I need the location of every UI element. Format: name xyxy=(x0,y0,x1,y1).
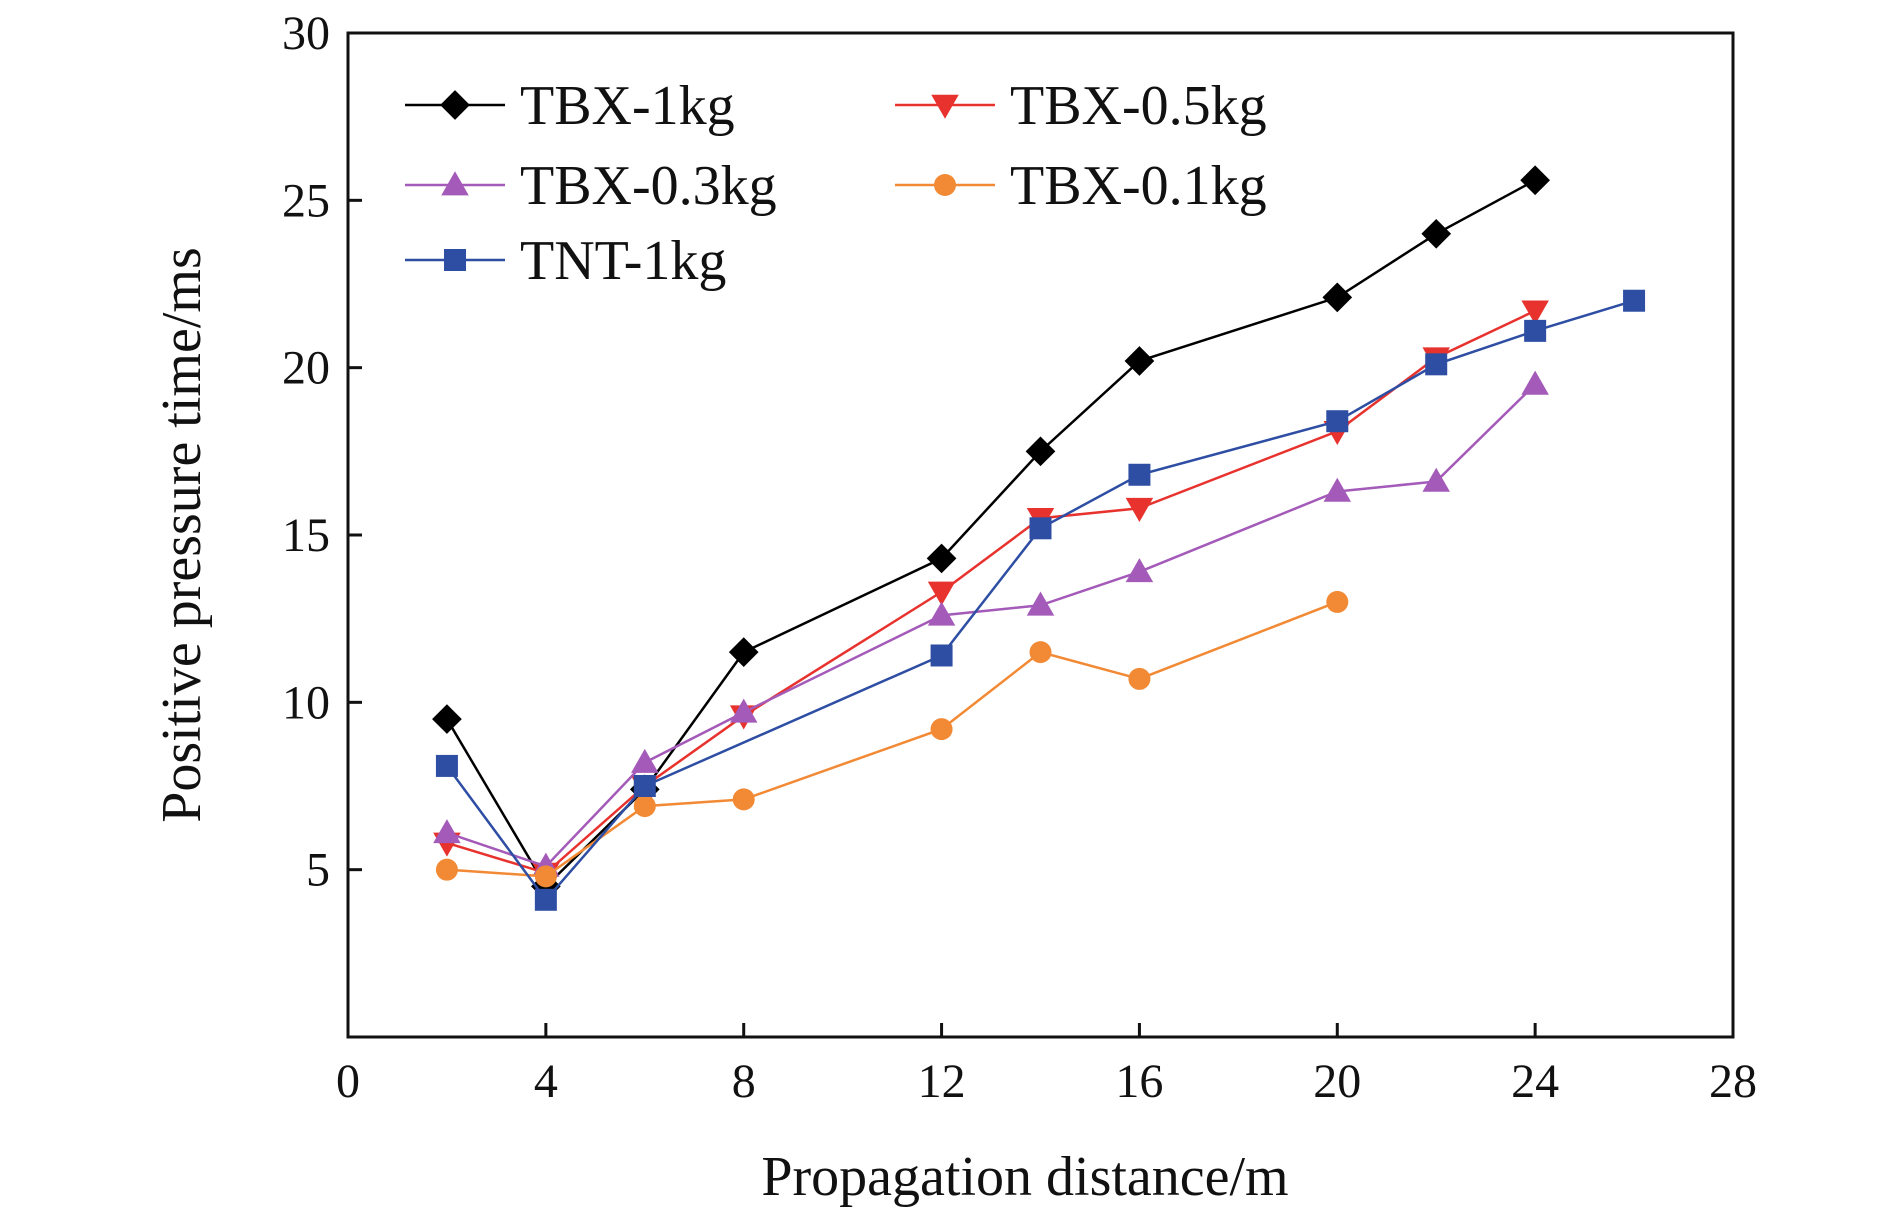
data-point xyxy=(1128,463,1151,486)
data-point xyxy=(1520,165,1550,196)
data-point xyxy=(432,704,462,734)
data-point xyxy=(440,90,470,120)
x-tick-label: 8 xyxy=(732,1055,756,1108)
series-line xyxy=(446,383,1537,868)
data-point xyxy=(927,601,956,626)
data-point xyxy=(631,748,659,773)
data-point xyxy=(930,718,953,741)
data-point xyxy=(732,788,755,811)
legend-label: TBX-0.5kg xyxy=(1010,75,1267,137)
tick-layer: 0 4 8 12 16 20 24 28 5 10 15 20 25 30 xyxy=(282,7,1757,1108)
y-tick-label: 15 xyxy=(282,509,330,562)
series-layer xyxy=(432,165,1646,911)
data-point xyxy=(927,581,956,606)
series-4 xyxy=(435,590,1349,888)
legend-label: TBX-0.1kg xyxy=(1010,155,1267,217)
data-point xyxy=(1425,353,1448,376)
data-point xyxy=(1421,218,1452,249)
data-point xyxy=(1323,477,1352,502)
data-point xyxy=(435,858,458,881)
data-point xyxy=(728,637,759,667)
data-point xyxy=(435,754,458,777)
series-3 xyxy=(433,370,1549,877)
data-point xyxy=(1125,497,1154,522)
y-tick-label: 30 xyxy=(282,7,330,60)
x-tick-label: 0 xyxy=(336,1055,360,1108)
data-point xyxy=(1521,300,1549,325)
legend-item-4: TBX-0.1kg xyxy=(895,155,1267,217)
data-point xyxy=(1125,558,1154,583)
data-point xyxy=(433,819,461,844)
data-point xyxy=(444,249,466,271)
x-tick-label: 28 xyxy=(1709,1055,1757,1108)
y-tick-label: 5 xyxy=(306,844,330,897)
y-tick-label: 10 xyxy=(282,676,330,729)
data-point xyxy=(1029,641,1052,664)
data-point xyxy=(926,543,957,574)
data-point xyxy=(441,171,469,196)
y-axis-title: Positive pressure time/ms xyxy=(151,247,213,823)
data-point xyxy=(1128,667,1151,690)
series-5 xyxy=(435,289,1646,911)
x-tick-label: 16 xyxy=(1115,1055,1163,1108)
x-tick-label: 12 xyxy=(918,1055,966,1108)
data-point xyxy=(1025,436,1056,467)
data-point xyxy=(1326,590,1349,613)
data-point xyxy=(1326,410,1349,433)
series-line xyxy=(445,299,1635,902)
data-point xyxy=(633,775,656,797)
data-point xyxy=(1322,282,1353,313)
legend: TBX-1kg TBX-0.5kg TBX-0.3kg TBX-0.1kg TNT-1k… xyxy=(405,75,1267,292)
series-line xyxy=(446,600,1338,878)
x-axis-title: Propagation distance/m xyxy=(761,1146,1288,1208)
data-point xyxy=(1521,370,1549,395)
data-point xyxy=(729,698,758,723)
data-point xyxy=(534,888,557,911)
legend-label: TBX-1kg xyxy=(520,75,735,137)
x-tick-label: 4 xyxy=(534,1055,558,1108)
data-point xyxy=(1524,319,1547,342)
data-point xyxy=(1422,467,1450,492)
data-point xyxy=(1623,289,1646,312)
data-point xyxy=(1029,517,1052,540)
data-point xyxy=(930,644,953,667)
legend-item-3: TBX-0.3kg xyxy=(405,155,777,217)
x-tick-label: 20 xyxy=(1313,1055,1361,1108)
data-point xyxy=(934,174,956,196)
data-point xyxy=(1026,591,1055,616)
data-point xyxy=(1124,346,1155,376)
legend-item-1: TBX-1kg xyxy=(405,75,735,137)
series-line xyxy=(446,309,1536,875)
x-tick-label: 24 xyxy=(1511,1055,1559,1108)
legend-item-5: TNT-1kg xyxy=(405,230,726,292)
y-tick-label: 20 xyxy=(282,342,330,395)
legend-label: TBX-0.3kg xyxy=(520,155,777,217)
data-point xyxy=(931,94,959,119)
series-line xyxy=(445,179,1536,889)
y-tick-label: 25 xyxy=(282,174,330,227)
data-point xyxy=(534,865,557,888)
data-point xyxy=(633,795,656,818)
legend-label: TNT-1kg xyxy=(520,230,726,292)
legend-item-2: TBX-0.5kg xyxy=(895,75,1267,137)
